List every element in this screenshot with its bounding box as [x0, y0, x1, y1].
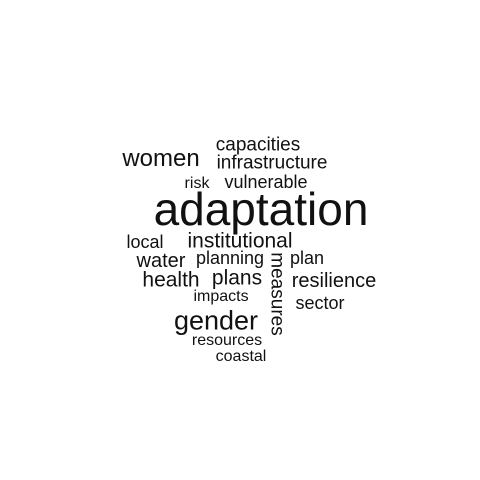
- word-resilience: resilience: [291, 270, 377, 292]
- word-water: water: [136, 250, 186, 272]
- word-adaptation: adaptation: [153, 183, 369, 235]
- word-plans: plans: [211, 266, 263, 290]
- word-vulnerable: vulnerable: [224, 172, 308, 192]
- word-planning: planning: [195, 248, 265, 268]
- word-infrastructure: infrastructure: [216, 152, 328, 174]
- word-institutional: institutional: [187, 229, 293, 253]
- word-health: health: [142, 268, 200, 292]
- word-risk: risk: [184, 175, 210, 192]
- word-sector: sector: [295, 293, 345, 313]
- word-coastal: coastal: [215, 348, 267, 365]
- word-gender: gender: [173, 305, 259, 336]
- word-resources: resources: [191, 332, 263, 349]
- word-capacities: capacities: [215, 134, 301, 156]
- word-impacts: impacts: [193, 288, 249, 305]
- word-local: local: [126, 232, 164, 252]
- word-women: women: [122, 145, 200, 172]
- word-measures: measures: [266, 252, 288, 336]
- word-plan: plan: [289, 248, 325, 268]
